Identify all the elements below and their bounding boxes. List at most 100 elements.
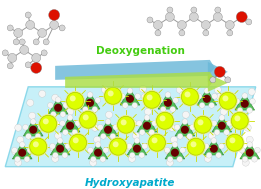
Circle shape [122, 102, 128, 108]
Circle shape [246, 149, 254, 157]
Polygon shape [60, 116, 80, 132]
Circle shape [31, 62, 42, 73]
Circle shape [55, 97, 61, 103]
Circle shape [242, 159, 249, 166]
Circle shape [67, 115, 73, 121]
Circle shape [25, 62, 31, 68]
Circle shape [231, 112, 248, 129]
Circle shape [193, 115, 213, 135]
Circle shape [54, 104, 62, 112]
Circle shape [216, 152, 221, 158]
Circle shape [30, 138, 47, 155]
Polygon shape [12, 143, 32, 159]
Circle shape [155, 30, 161, 36]
Circle shape [23, 124, 28, 130]
Circle shape [50, 143, 55, 149]
Circle shape [246, 19, 252, 25]
Circle shape [13, 39, 19, 45]
Circle shape [225, 20, 234, 29]
Circle shape [177, 20, 186, 29]
Circle shape [50, 20, 59, 29]
Circle shape [187, 133, 193, 139]
Circle shape [229, 137, 235, 143]
Circle shape [173, 97, 179, 103]
Polygon shape [120, 89, 140, 105]
Circle shape [128, 144, 134, 151]
Circle shape [70, 134, 87, 151]
Circle shape [147, 94, 152, 100]
Circle shape [220, 108, 227, 115]
Circle shape [7, 25, 13, 31]
Polygon shape [23, 120, 43, 136]
Circle shape [242, 156, 248, 162]
Circle shape [198, 119, 203, 125]
Circle shape [110, 138, 127, 155]
Circle shape [49, 9, 60, 20]
Circle shape [190, 124, 195, 130]
Circle shape [242, 93, 248, 99]
Circle shape [139, 152, 145, 158]
Circle shape [117, 116, 134, 133]
Circle shape [27, 99, 34, 106]
Circle shape [142, 143, 147, 149]
Circle shape [56, 145, 64, 153]
Circle shape [2, 50, 8, 56]
Circle shape [247, 142, 253, 147]
Circle shape [133, 145, 141, 153]
Circle shape [19, 142, 25, 147]
Circle shape [212, 93, 217, 99]
Circle shape [128, 155, 135, 162]
Polygon shape [80, 93, 100, 109]
Circle shape [194, 116, 211, 133]
Circle shape [226, 134, 243, 151]
Circle shape [33, 39, 39, 45]
Circle shape [179, 91, 186, 98]
Circle shape [116, 115, 136, 135]
Circle shape [246, 136, 253, 143]
Circle shape [75, 120, 81, 126]
Circle shape [97, 124, 103, 130]
Circle shape [213, 12, 222, 22]
Polygon shape [50, 139, 70, 155]
Circle shape [108, 91, 114, 96]
Circle shape [33, 141, 39, 147]
Circle shape [105, 119, 111, 125]
Circle shape [108, 137, 128, 156]
Circle shape [91, 156, 96, 162]
Circle shape [57, 138, 63, 143]
Circle shape [130, 120, 138, 127]
Circle shape [87, 92, 93, 98]
Circle shape [51, 112, 56, 117]
Circle shape [53, 120, 60, 127]
Circle shape [8, 53, 17, 62]
Polygon shape [5, 87, 256, 167]
Circle shape [126, 143, 132, 149]
Polygon shape [240, 143, 260, 159]
Circle shape [60, 120, 65, 126]
Circle shape [189, 12, 198, 22]
Circle shape [59, 25, 65, 31]
Circle shape [254, 147, 260, 153]
Circle shape [126, 95, 134, 103]
Text: Deoxygenation: Deoxygenation [96, 46, 185, 56]
Circle shape [52, 155, 59, 162]
Circle shape [67, 108, 74, 115]
Circle shape [248, 88, 255, 95]
Circle shape [15, 156, 20, 162]
Circle shape [165, 92, 171, 98]
Polygon shape [48, 98, 68, 114]
Circle shape [159, 115, 165, 121]
Circle shape [65, 143, 71, 149]
Circle shape [43, 118, 49, 124]
Circle shape [65, 91, 85, 111]
Polygon shape [165, 143, 185, 159]
Circle shape [52, 152, 58, 158]
Circle shape [203, 143, 209, 149]
Circle shape [218, 91, 238, 111]
Circle shape [225, 133, 245, 153]
Circle shape [167, 159, 173, 166]
Circle shape [218, 122, 226, 130]
Circle shape [70, 95, 76, 101]
Circle shape [204, 155, 211, 162]
Circle shape [100, 133, 106, 139]
